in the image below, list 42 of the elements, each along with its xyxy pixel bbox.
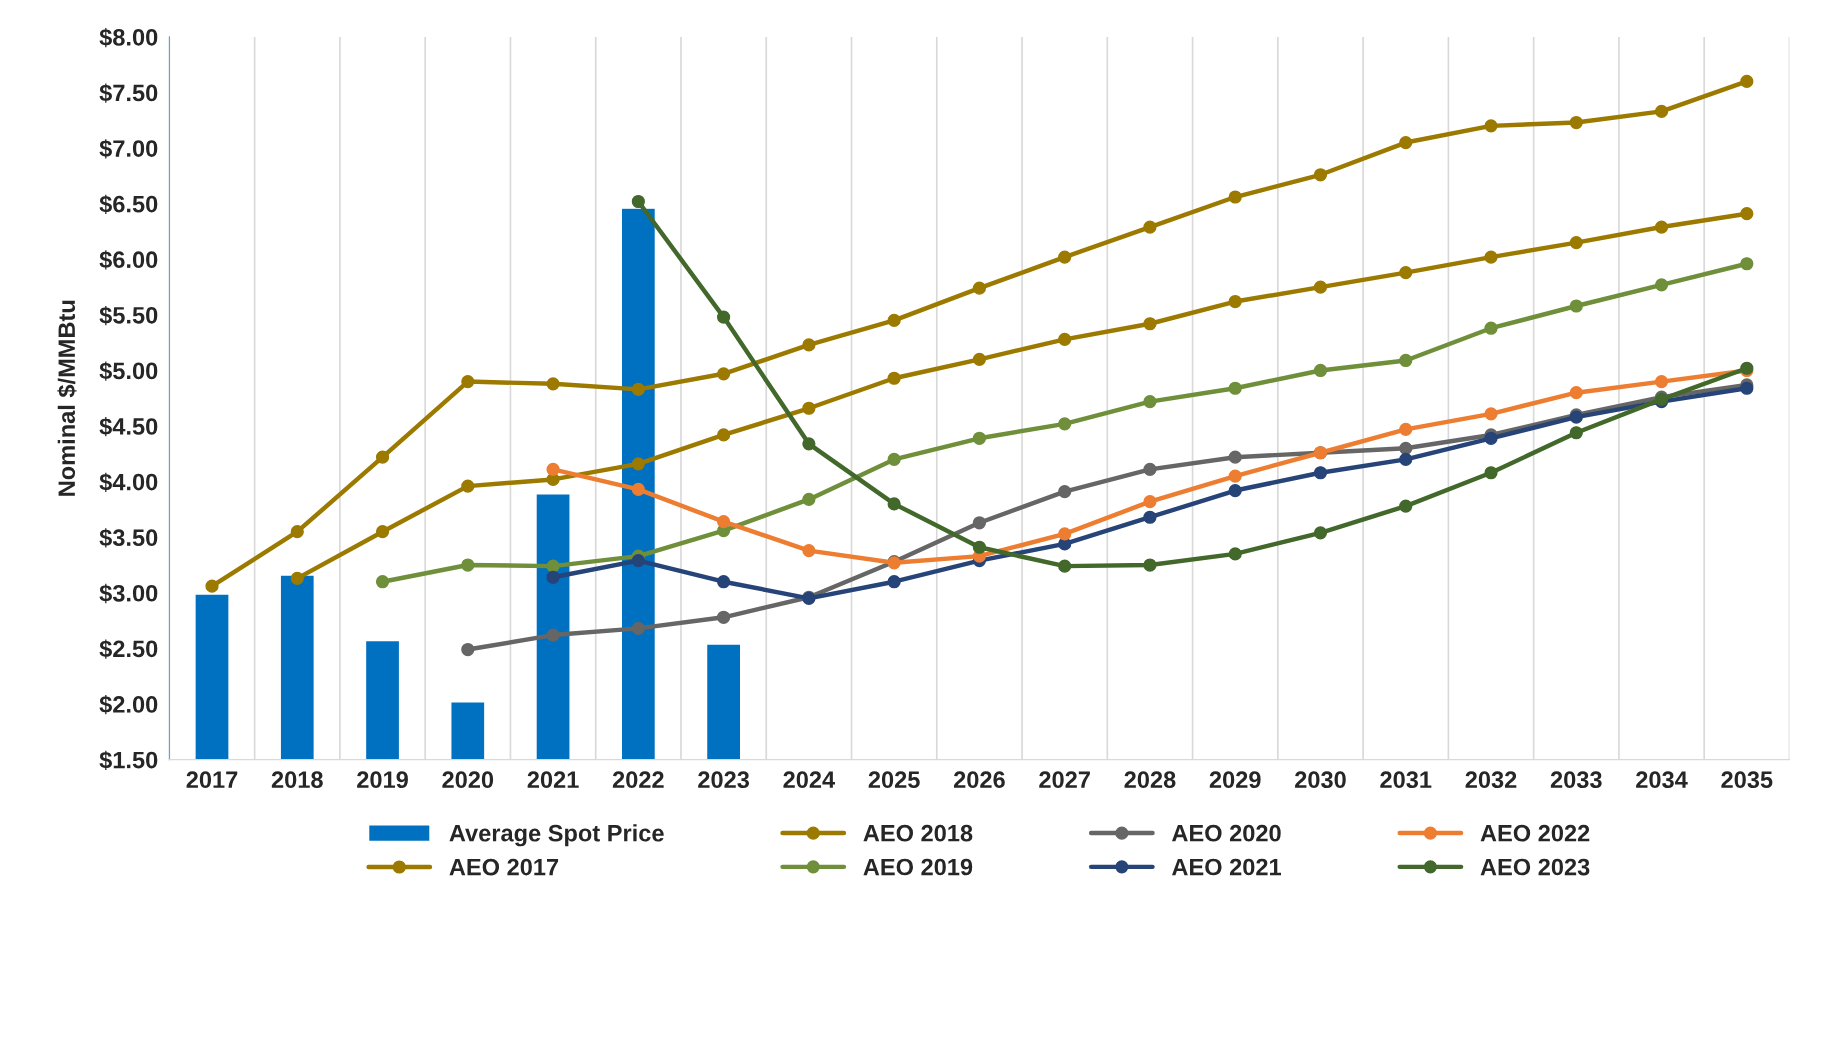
y-tick-label: $6.50 [99,194,158,214]
x-tick-label: 2017 [186,771,238,789]
x-tick-label: 2029 [1209,771,1261,789]
x-tick-label: 2034 [1636,771,1688,789]
x-tick-label: 2027 [1039,771,1090,789]
x-tick-label: 2035 [1721,771,1773,789]
y-tick-label: $4.00 [99,472,158,492]
y-tick-label: $2.00 [99,695,158,715]
x-tick-label: 2021 [527,771,579,789]
x-tick-label: 2028 [1124,771,1176,789]
y-tick-label: $1.50 [99,750,158,770]
x-tick-label: 2019 [357,771,408,789]
y-tick-label: $7.00 [99,139,158,159]
x-tick-label: 2031 [1380,771,1432,789]
y-tick-label: $7.50 [99,83,158,103]
x-tick-label: 2030 [1295,771,1346,789]
y-tick-label: $4.50 [99,417,158,437]
legend-label: Average Spot Price [449,824,664,847]
y-tick-label: $8.00 [99,27,158,48]
x-tick-label: 2018 [271,771,323,789]
legend-label: AEO 2019 [863,858,973,876]
legend-label: AEO 2022 [1480,824,1590,842]
x-tick-label: 2033 [1550,771,1602,789]
y-tick-label: $5.00 [99,361,158,381]
x-tick-label: 2026 [953,771,1005,789]
x-tick-label: 2025 [868,771,920,789]
x-tick-label: 2020 [442,771,494,789]
y-tick-label: $3.50 [99,528,158,548]
legend-label: AEO 2018 [863,824,973,842]
legend-label: AEO 2020 [1172,824,1281,842]
y-tick-label: $2.50 [99,639,158,659]
y-tick-label: $3.00 [99,583,158,604]
x-tick-label: 2024 [783,771,836,789]
x-tick-label: 2022 [612,771,664,789]
legend-label: AEO 2021 [1172,858,1281,876]
x-tick-label: 2023 [698,771,750,789]
y-axis-title: Nominal $/MMBtu [57,300,77,496]
x-tick-label: 2032 [1465,771,1517,789]
legend-label: AEO 2017 [449,858,559,876]
legend-label: AEO 2023 [1480,858,1590,876]
y-tick-label: $6.00 [99,250,158,270]
y-tick-label: $5.50 [99,305,158,326]
